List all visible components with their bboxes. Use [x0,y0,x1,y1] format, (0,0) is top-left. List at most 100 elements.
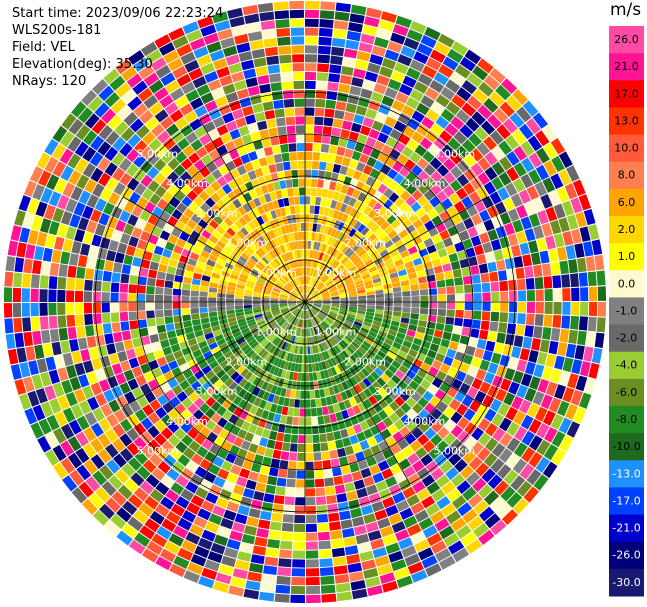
radar-gate [147,214,159,226]
radar-gate [252,355,261,364]
radar-gate [332,118,343,129]
radar-gate [417,73,433,87]
radar-gate [66,290,75,302]
range-ring-label: 4.00km [404,177,446,190]
radar-gate [314,461,323,470]
radar-gate [216,124,229,136]
radar-gate [161,151,174,164]
radar-gate [276,368,283,378]
radar-gate [360,252,369,260]
radar-gate [395,15,412,28]
radar-gate [352,443,362,453]
radar-gate [413,81,429,94]
radar-gate [248,562,264,574]
radar-gate [292,241,297,250]
radar-gate [498,171,512,186]
radar-gate [275,584,291,594]
radar-gate [412,480,426,494]
radar-gate [166,468,180,481]
radar-gate [121,264,132,275]
radar-gate [527,403,540,418]
radar-gate [305,151,313,161]
radar-gate [418,346,429,356]
radar-gate [500,486,516,502]
radar-gate [235,291,244,296]
radar-gate [347,285,356,291]
radar-gate [254,186,264,197]
radar-gate [351,326,360,333]
radar-gate [347,357,355,366]
radar-gate [60,165,74,181]
radar-gate [90,454,105,470]
radar-gate [383,187,394,199]
radar-gate [337,501,350,512]
radar-gate [181,308,191,315]
radar-gate [111,363,123,375]
radar-gate [252,294,262,298]
radar-gate [121,66,138,82]
radar-gate [322,302,331,305]
radar-gate [381,580,398,593]
radar-gate [289,353,294,362]
radar-gate [14,332,25,348]
radar-gate [14,257,25,273]
radar-gate [573,407,587,424]
radar-gate [496,124,511,140]
radar-gate [221,440,233,452]
radar-gate [398,229,409,239]
radar-gate [195,354,205,364]
radar-gate [203,121,216,133]
colorbar-segment [609,161,644,190]
radar-gate [473,292,482,302]
radar-gate [484,408,497,422]
radar-gate [435,94,450,108]
radar-gate [286,324,292,332]
radar-gate [463,217,475,230]
radar-gate [297,231,302,241]
radar-gate [319,352,324,362]
radar-gate [272,336,279,345]
radar-gate [293,89,305,98]
radar-gate [240,173,251,184]
radar-gate [366,262,376,270]
radar-gate [545,235,556,250]
radar-gate [112,136,127,152]
radar-gate [76,326,86,338]
radar-gate [315,487,326,497]
radar-gate [210,401,222,412]
radar-gate [316,514,329,523]
radar-gate [154,109,169,123]
radar-gate [337,383,345,393]
radar-gate [160,72,176,86]
radar-gate [258,399,267,409]
radar-gate [355,260,364,268]
radar-gate [272,259,279,268]
radar-gate [291,316,297,325]
radar-gate [423,164,436,176]
radar-gate [550,328,561,342]
radar-gate [489,91,505,107]
radar-gate [426,57,442,71]
radar-gate [499,354,511,367]
radar-gate [331,37,346,48]
radar-gate [306,319,309,328]
radar-gate [533,264,543,277]
radar-gate [476,254,487,265]
radar-gate [190,302,199,308]
radar-gate [429,196,441,208]
radar-gate [415,447,428,459]
radar-gate [317,271,323,279]
radar-gate [38,170,52,187]
radar-gate [325,486,336,496]
radar-gate [250,326,259,333]
radar-gate [314,269,319,278]
radar-gate [209,484,222,496]
radar-gate [58,264,68,277]
radar-gate [12,287,22,302]
radar-gate [35,388,48,404]
radar-gate [433,72,449,86]
radar-gate [271,145,281,155]
radar-gate [336,241,343,250]
colorbar-tick-label: -13.0 [612,467,640,480]
radar-gate [412,257,423,266]
